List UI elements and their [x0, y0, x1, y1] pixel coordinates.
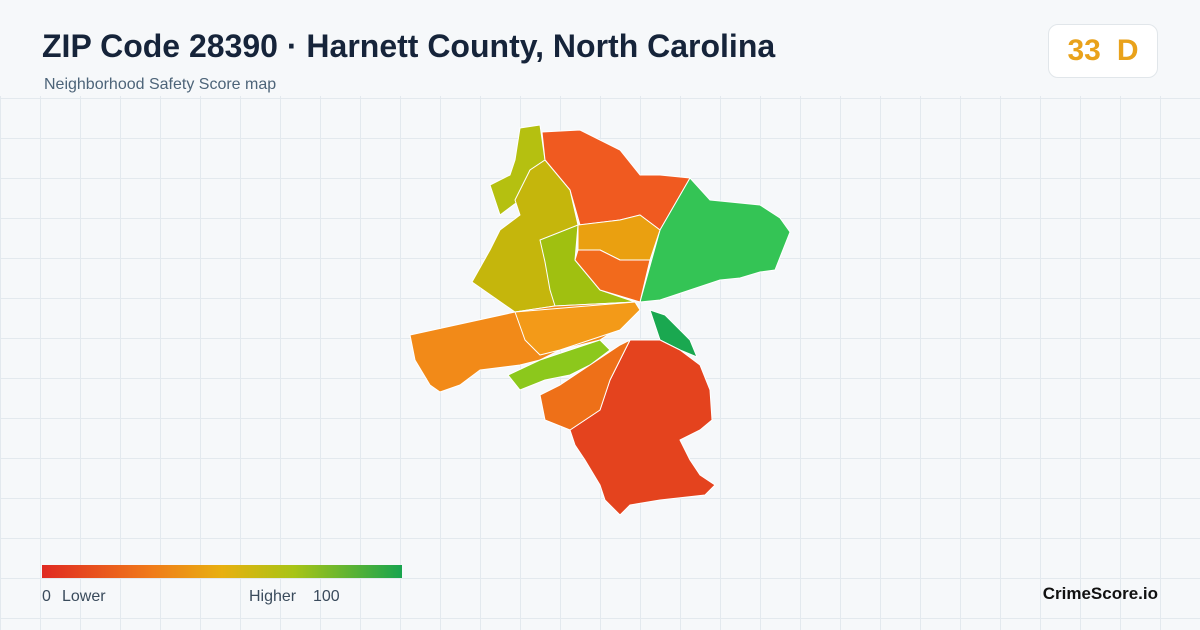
title: ZIP Code 28390 · Harnett County, North C… [42, 28, 776, 64]
region [489, 124, 546, 216]
legend-min-label: Lower [62, 588, 106, 605]
legend-bar [42, 565, 402, 578]
region [574, 249, 651, 303]
legend-max: 100 [313, 588, 340, 605]
region [639, 177, 791, 303]
legend-min: 0 [42, 588, 51, 605]
score-badge: 33 D [1048, 24, 1158, 78]
region [507, 339, 611, 391]
brand: CrimeScore.io [1042, 584, 1158, 603]
region [539, 339, 631, 431]
region [514, 301, 641, 356]
legend-max-label: Higher [249, 588, 297, 605]
header: ZIP Code 28390 · Harnett County, North C… [0, 0, 1200, 96]
score: 33 [1067, 34, 1101, 67]
subtitle: Neighborhood Safety Score map [44, 76, 277, 93]
grade: D [1116, 34, 1139, 67]
